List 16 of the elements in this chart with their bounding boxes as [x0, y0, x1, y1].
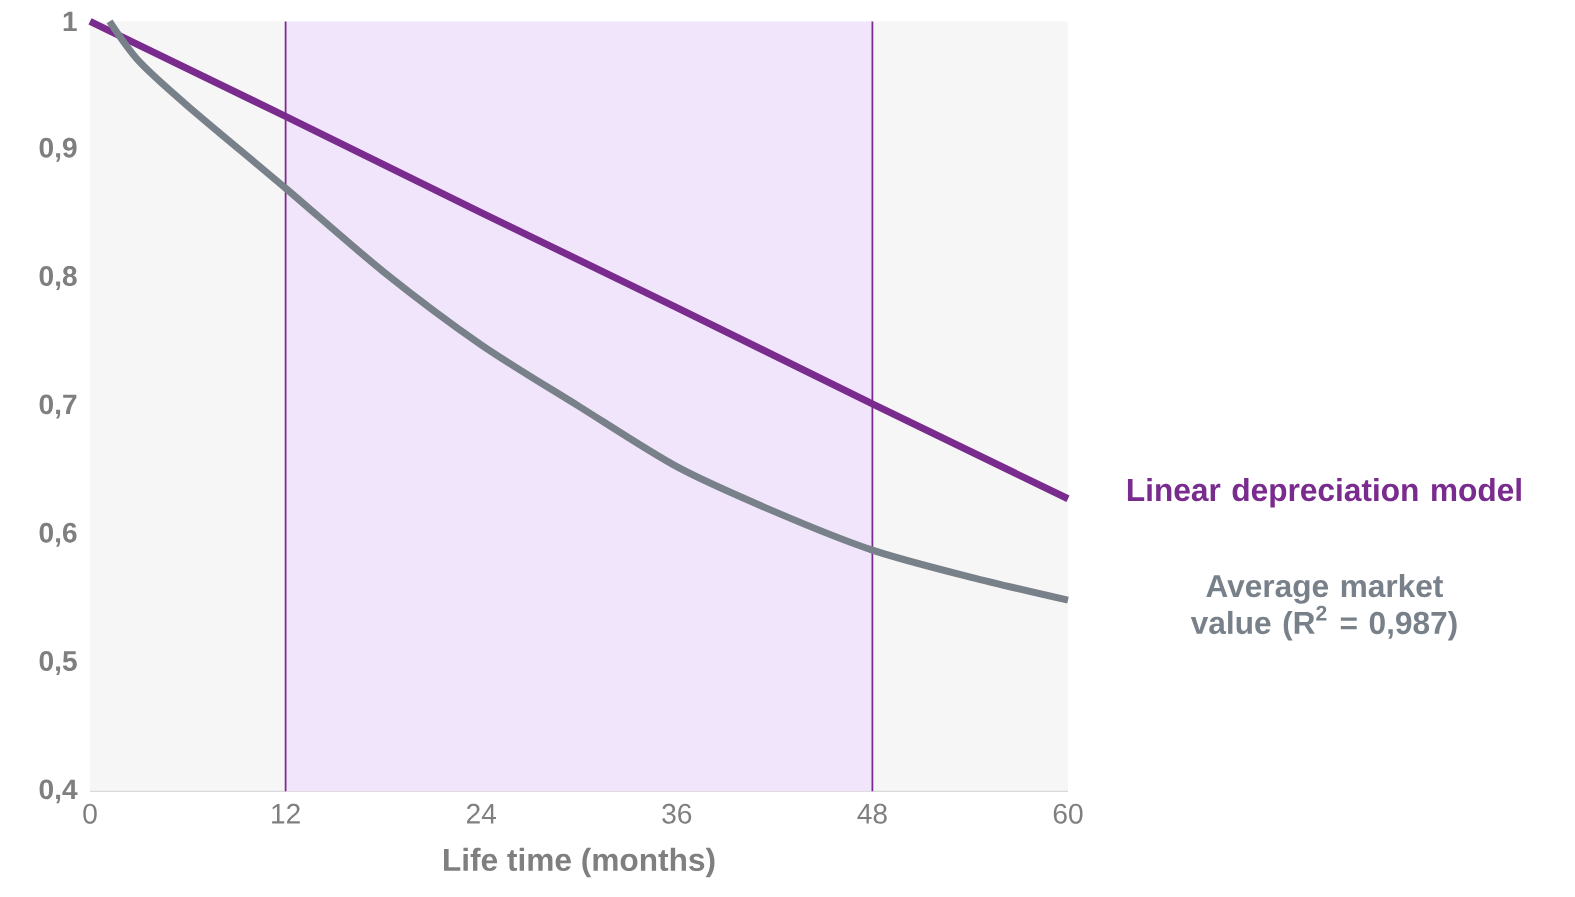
text: Average market value (R$^{2}$ = 0,987) — [1190, 573, 1457, 641]
x-tick-label: 12 — [272, 803, 300, 824]
y-tick-label: 0,4 — [39, 779, 78, 804]
y-tick-label: 0,6 — [39, 522, 77, 547]
x-axis-title: Life time (months) — [444, 847, 715, 878]
y-tick-label: 0,7 — [39, 394, 77, 419]
x-tick-label: 24 — [467, 803, 497, 824]
y-tick-label: 0,5 — [39, 650, 77, 675]
x-tick-label: 48 — [857, 803, 887, 824]
x-tick-label: 0 — [83, 803, 97, 824]
series-label: Linear depreciation model — [1127, 477, 1521, 508]
y-tick-label: 0,9 — [39, 137, 77, 162]
x-tick-label: 60 — [1053, 803, 1083, 824]
x-tick-label: 36 — [662, 803, 692, 824]
y-tick-label: 1 — [63, 11, 77, 31]
y-tick-label: 0,8 — [39, 265, 77, 290]
